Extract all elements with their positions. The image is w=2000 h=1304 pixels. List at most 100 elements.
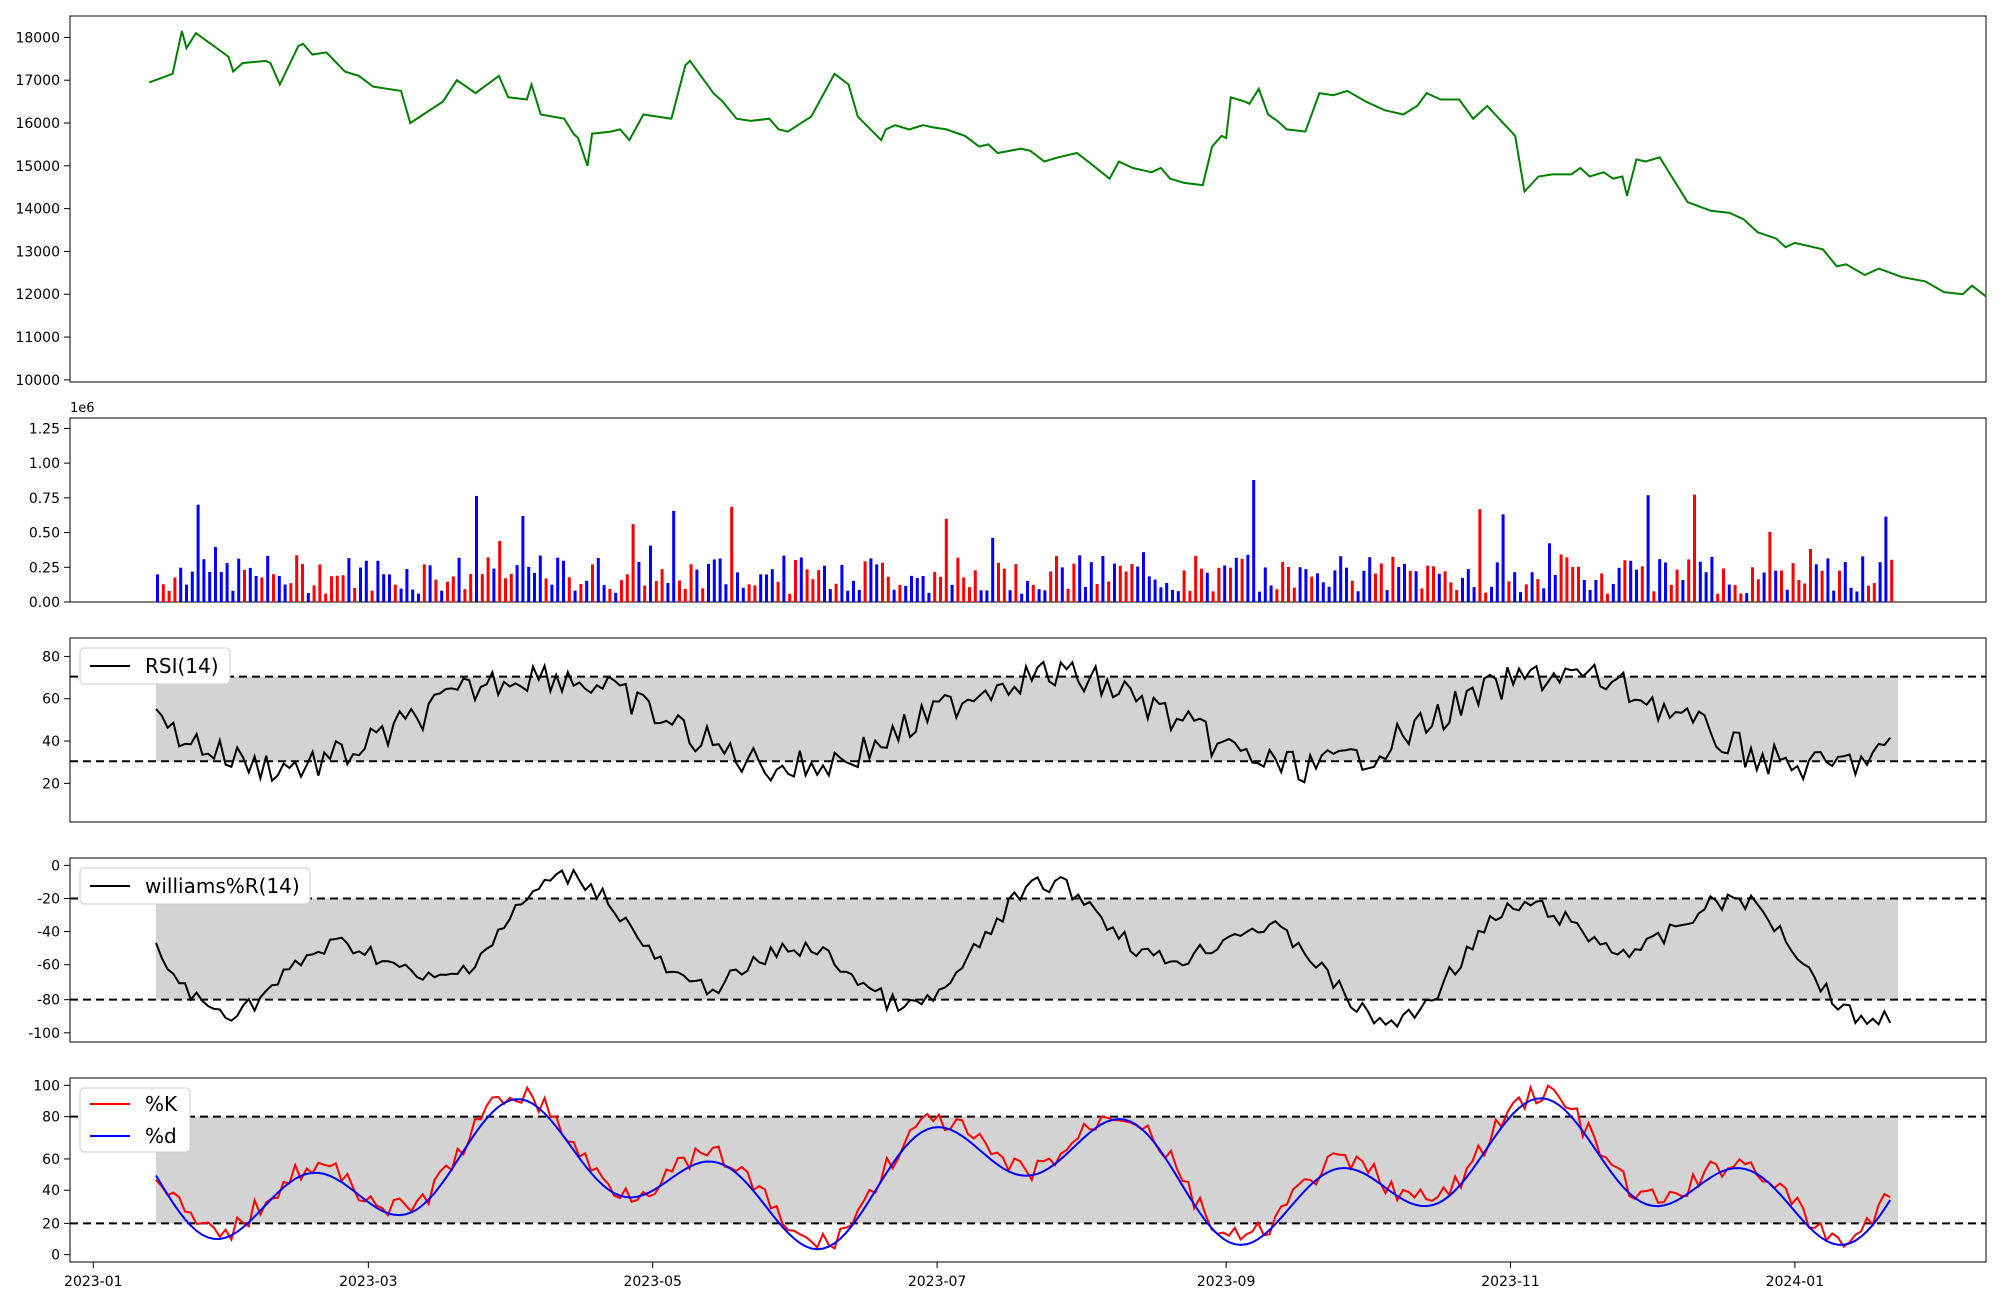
volume-bar	[1745, 593, 1749, 602]
volume-bar	[1675, 569, 1679, 602]
volume-bar	[1519, 592, 1522, 602]
volume-bar	[1281, 561, 1285, 602]
volume-bar	[1565, 557, 1569, 602]
volume-bar	[161, 584, 165, 602]
volume-bar	[301, 564, 304, 602]
volume-bar	[1536, 579, 1540, 602]
volume-bar	[1420, 588, 1424, 602]
volume-bar	[869, 558, 873, 602]
volume-bar	[944, 518, 948, 602]
volume-bar	[1339, 556, 1343, 602]
volume-bar	[753, 585, 757, 602]
volume-bar	[886, 576, 890, 602]
volume-bar	[1559, 554, 1563, 602]
volume-bar	[1234, 557, 1238, 602]
price-panel-frame	[69, 15, 1987, 383]
volume-panel-frame	[69, 417, 1987, 603]
volume-bar	[196, 504, 200, 602]
volume-bar	[1246, 554, 1250, 602]
price-y-tick-label: 15000	[15, 159, 60, 175]
volume-bar	[892, 589, 896, 602]
volume-bar	[712, 559, 716, 602]
volume-bar	[782, 555, 786, 602]
volume-bar	[1478, 509, 1482, 602]
volume-bar	[1733, 585, 1737, 602]
williams-neutral-band	[156, 898, 1898, 1000]
volume-bar	[1727, 584, 1731, 602]
volume-bar	[312, 585, 316, 602]
volume-bar	[1629, 560, 1633, 602]
volume-bar	[1165, 582, 1169, 602]
volume-bar	[823, 565, 826, 602]
volume-bar	[1658, 559, 1662, 602]
volume-bar	[1049, 571, 1053, 602]
volume-bar	[1490, 586, 1493, 602]
volume-bar	[1867, 585, 1870, 602]
volume-bar	[538, 555, 542, 602]
volume-bar	[306, 593, 310, 602]
volume-bar	[1113, 563, 1116, 602]
volume-bar	[1849, 587, 1853, 602]
volume-bar	[1107, 581, 1111, 602]
volume-bar	[1449, 582, 1453, 602]
volume-bar	[828, 589, 832, 602]
williams-y-tick-label: -40	[37, 925, 60, 941]
volume-bar	[446, 581, 449, 602]
price-y-tick-label: 16000	[15, 116, 60, 132]
volume-bar	[631, 524, 635, 602]
volume-bar	[1391, 556, 1395, 602]
volume-bar	[678, 580, 681, 602]
volume-bar	[1739, 593, 1743, 602]
volume-bar	[1118, 565, 1122, 602]
volume-bar	[283, 584, 287, 602]
volume-bar	[672, 510, 676, 602]
volume-bar	[202, 559, 206, 602]
volume-bar	[596, 557, 600, 602]
volume-bar	[1710, 556, 1714, 602]
volume-bar	[1814, 564, 1818, 602]
volume-bar	[359, 567, 362, 602]
volume-bar	[1826, 558, 1830, 602]
volume-bar	[1124, 571, 1128, 602]
volume-bar	[1838, 570, 1841, 602]
volume-bar	[214, 547, 217, 602]
volume-bar	[318, 564, 322, 602]
volume-bar	[1055, 556, 1058, 602]
rsi-line	[155, 660, 1891, 784]
volume-bar	[915, 578, 919, 602]
volume-bar	[863, 561, 867, 602]
volume-bar	[1066, 588, 1070, 602]
price-y-tick-label: 10000	[15, 373, 60, 389]
volume-bar	[1258, 591, 1261, 602]
volume-bar	[1635, 569, 1638, 602]
rsi-y-tick-label: 80	[42, 649, 60, 665]
volume-bar	[190, 571, 194, 602]
stochastic-neutral-band	[156, 1116, 1898, 1224]
volume-bar	[1716, 593, 1720, 602]
rsi-panel-frame	[69, 637, 1987, 823]
volume-bar	[1356, 591, 1360, 602]
volume-bar	[683, 589, 687, 602]
volume-bar	[1292, 587, 1296, 602]
volume-bar	[585, 580, 589, 602]
volume-bar	[579, 583, 583, 602]
volume-bar	[973, 570, 977, 602]
volume-bar	[660, 569, 664, 602]
volume-bar	[254, 575, 258, 602]
volume-bar	[1461, 577, 1464, 602]
stochastic-legend-d-label: %d	[145, 1124, 177, 1148]
date-x-tick-label: 2023-09	[1197, 1274, 1256, 1290]
volume-bar	[1130, 563, 1134, 602]
volume-bar	[1252, 479, 1256, 602]
volume-bar	[1455, 590, 1459, 602]
volume-bar	[1606, 593, 1609, 602]
volume-bar	[324, 593, 328, 602]
williams-legend-box	[79, 867, 311, 905]
volume-bar	[1350, 580, 1354, 602]
volume-bar	[266, 555, 270, 602]
stochastic-y-tick-label: 40	[42, 1183, 60, 1199]
volume-bar	[950, 584, 954, 602]
volume-bar	[1043, 590, 1047, 602]
volume-bar	[1872, 583, 1876, 602]
williams-legend-label: williams%R(14)	[145, 874, 300, 898]
